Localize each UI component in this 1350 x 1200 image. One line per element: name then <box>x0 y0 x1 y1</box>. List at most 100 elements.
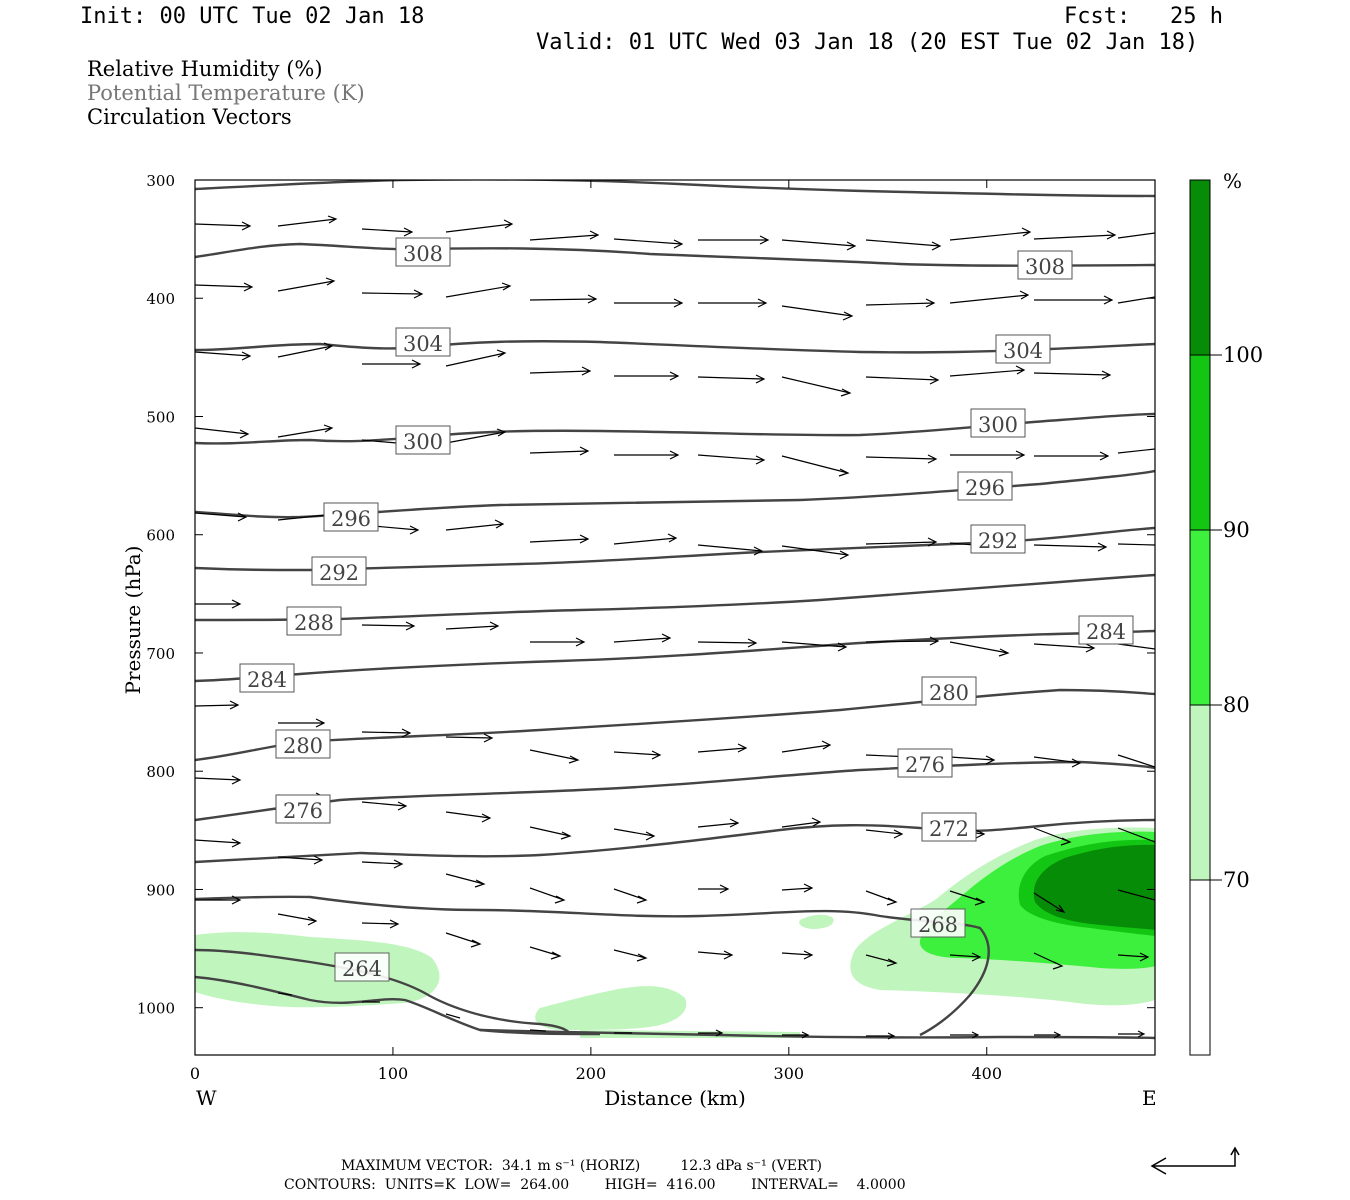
vector <box>698 235 770 245</box>
vector <box>781 883 814 893</box>
contour-label: 300 <box>970 408 1026 438</box>
vector <box>195 895 242 905</box>
colorbar-label-100: 100 <box>1223 343 1263 367</box>
vector <box>697 818 740 828</box>
vector <box>949 641 1010 657</box>
vector <box>529 230 600 241</box>
contour-label: 292 <box>970 524 1026 554</box>
colorbar-bin-70-80 <box>1189 704 1211 881</box>
contour-label-text: 292 <box>978 529 1018 553</box>
vector <box>445 428 507 444</box>
theta-280-contour <box>195 688 1155 762</box>
colorbar-bin-80-90 <box>1189 529 1211 706</box>
contour-label: 280 <box>275 729 331 759</box>
vector <box>1117 643 1155 650</box>
east-label: E <box>1142 1086 1157 1110</box>
theta-264-contour <box>195 948 572 1035</box>
theta-276-contour <box>195 760 1155 822</box>
vector <box>1033 230 1117 240</box>
contour-label-text: 300 <box>403 430 443 454</box>
vector <box>781 817 822 828</box>
vector <box>195 351 252 361</box>
contour-label: 308 <box>395 237 451 267</box>
vector <box>445 219 514 233</box>
vector <box>866 1032 896 1040</box>
vector <box>529 946 562 960</box>
surface-line <box>479 1028 1155 1040</box>
rh-100-region <box>1033 844 1155 930</box>
vector <box>529 294 598 304</box>
contour-label-text: 280 <box>929 681 969 705</box>
vector <box>1034 1031 1062 1039</box>
vector <box>529 887 566 904</box>
theta-300-contour <box>195 412 1155 445</box>
vector <box>445 621 500 631</box>
contour-label: 276 <box>897 748 953 778</box>
contour-label: 268 <box>910 908 966 938</box>
vector <box>361 227 414 237</box>
contour-label-text: 292 <box>319 561 359 585</box>
contour-label: 300 <box>395 425 451 455</box>
vector <box>614 371 680 381</box>
contour-label-text: 296 <box>965 476 1005 500</box>
vector <box>195 599 242 609</box>
vector <box>613 828 656 841</box>
vector <box>277 913 318 926</box>
contours-note: CONTOURS: UNITS=K LOW= 264.00 HIGH= 416.… <box>284 1177 906 1193</box>
vector <box>1033 756 1082 768</box>
vector <box>697 544 764 556</box>
field-theta-label: Potential Temperature (K) <box>87 81 365 105</box>
vector <box>865 954 898 967</box>
vector <box>698 884 730 894</box>
vector <box>781 305 854 321</box>
colorbar-label-90: 90 <box>1223 518 1250 542</box>
vector <box>613 633 672 643</box>
vector <box>195 282 254 292</box>
vector <box>445 282 512 298</box>
vector <box>277 277 336 292</box>
colorbar-unit: % <box>1223 169 1242 193</box>
vector <box>1033 827 1072 846</box>
vector <box>195 775 242 785</box>
vector <box>781 641 848 652</box>
vector <box>949 952 982 962</box>
contour-label: 280 <box>921 676 977 706</box>
vector <box>613 888 648 904</box>
vector <box>445 932 482 948</box>
vector <box>529 534 590 544</box>
vector <box>445 349 507 367</box>
vector <box>1117 543 1155 546</box>
vector <box>361 859 404 869</box>
vector <box>361 801 408 811</box>
vector <box>445 873 486 888</box>
y-tick-label: 1000 <box>137 1000 175 1018</box>
colorbar-label-80: 80 <box>1223 693 1250 717</box>
vector <box>697 638 758 648</box>
vector <box>195 838 242 848</box>
vector <box>529 826 572 840</box>
vector <box>1033 892 1066 913</box>
theta-272-contour <box>195 818 1155 864</box>
vector <box>865 375 940 385</box>
theta-268-contour <box>195 895 990 1037</box>
contour-label-text: 284 <box>1086 620 1126 644</box>
x-tick-label: 300 <box>774 1064 805 1083</box>
contour-label: 292 <box>311 556 367 586</box>
y-axis-title: Pressure (hPa) <box>121 546 145 695</box>
contour-label-text: 268 <box>918 913 958 937</box>
valid-time: Valid: 01 UTC Wed 03 Jan 18 (20 EST Tue … <box>536 30 1199 55</box>
vector <box>361 621 416 631</box>
vector <box>697 950 734 960</box>
vector <box>949 890 986 906</box>
reference-vector-icon <box>1150 1146 1240 1175</box>
y-tick-label: 900 <box>146 881 175 899</box>
colorbar-bin-above-100 <box>1189 179 1211 356</box>
vector <box>277 424 334 438</box>
vector <box>1118 1030 1146 1038</box>
vector <box>1033 643 1096 653</box>
y-axis: 300 400 500 600 700 800 900 1000 <box>137 172 1155 1018</box>
contour-labels: 308 308 304 304 300 300 296 296 292 292 … <box>239 237 1134 982</box>
vector <box>865 298 936 308</box>
vector <box>1033 542 1108 552</box>
